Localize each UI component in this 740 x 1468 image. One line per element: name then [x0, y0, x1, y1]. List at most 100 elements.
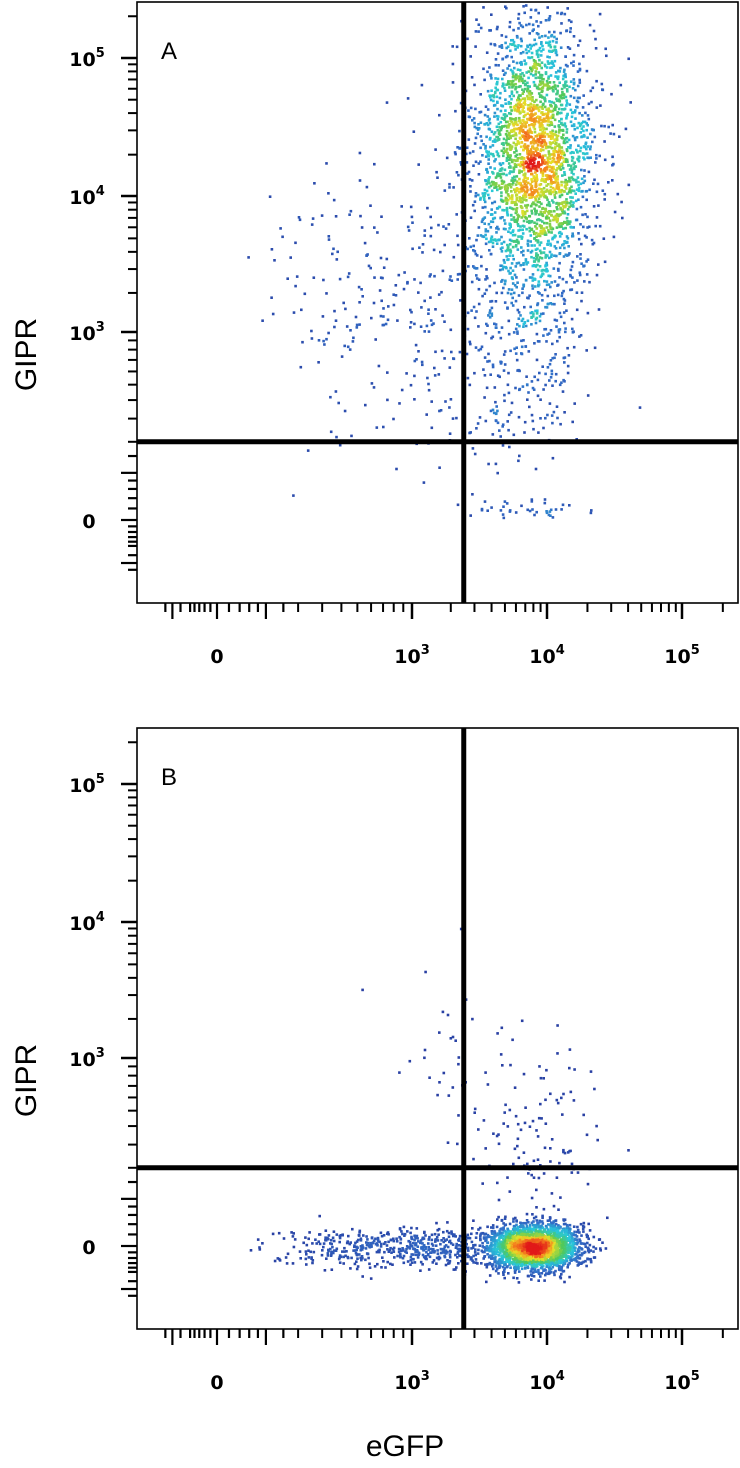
event-dot [514, 327, 518, 331]
event-dot [512, 74, 515, 78]
event-dot [522, 262, 525, 265]
event-dot [484, 192, 487, 195]
event-dot [535, 1219, 539, 1222]
event-dot [538, 243, 542, 247]
event-dot [532, 142, 536, 145]
event-dot [510, 207, 514, 210]
event-dot [515, 180, 519, 183]
event-dot [550, 60, 554, 63]
event-dot [300, 308, 303, 312]
event-dot [514, 78, 517, 81]
event-dot [555, 226, 559, 229]
event-dot [423, 234, 426, 237]
event-dot [338, 443, 342, 447]
event-dot [532, 80, 536, 84]
event-dot [511, 254, 515, 257]
event-dot [479, 146, 482, 150]
event-dot [500, 46, 504, 49]
event-dot [465, 161, 469, 164]
event-dot [565, 160, 568, 163]
event-dot [518, 131, 521, 135]
event-dot [525, 206, 528, 209]
event-dot [496, 374, 500, 377]
event-dot [580, 135, 584, 138]
event-dot [531, 96, 534, 99]
event-dot [489, 145, 492, 149]
event-dot [384, 322, 388, 326]
event-dot [565, 29, 568, 33]
event-dot [541, 220, 544, 223]
event-dot [524, 324, 528, 328]
event-dot [499, 264, 502, 267]
event-dot [531, 23, 535, 27]
event-dot [554, 379, 557, 383]
event-dot [491, 1263, 495, 1266]
event-dot [483, 374, 487, 377]
event-dot [579, 131, 582, 134]
event-dot [505, 202, 508, 205]
event-dot [550, 66, 554, 69]
event-dot [493, 115, 496, 118]
event-dot [515, 196, 519, 200]
event-dot [531, 159, 535, 162]
event-dot [521, 25, 525, 29]
event-dot [491, 365, 495, 369]
event-dot [511, 233, 515, 237]
event-dot [538, 58, 541, 62]
event-dot [337, 401, 340, 405]
event-dot [547, 1223, 550, 1226]
event-dot [503, 399, 506, 403]
event-dot [564, 327, 567, 330]
event-dot [560, 117, 563, 121]
event-dot [539, 251, 543, 255]
event-dot [507, 142, 510, 146]
event-dot [486, 115, 490, 118]
event-dot [549, 134, 553, 138]
event-dot [438, 409, 441, 413]
event-dot [584, 213, 587, 216]
event-dot [417, 291, 420, 294]
event-dot [589, 511, 593, 515]
event-dot [517, 1250, 520, 1253]
event-dot [504, 249, 508, 253]
event-dot [517, 415, 521, 419]
event-dot [555, 219, 558, 222]
event-dot [477, 127, 481, 130]
event-dot [544, 255, 548, 258]
event-dot [533, 100, 536, 103]
event-dot [531, 202, 534, 206]
event-dot [433, 366, 436, 370]
event-dot [448, 406, 451, 409]
event-dot [495, 231, 498, 234]
event-dot [558, 1265, 561, 1268]
event-dot [500, 326, 504, 329]
event-dot [537, 232, 541, 236]
event-dot [542, 138, 546, 142]
event-dot [510, 197, 514, 201]
event-dot [556, 284, 559, 287]
event-dot [548, 224, 552, 228]
event-dot [498, 96, 502, 100]
event-dot [456, 146, 459, 149]
event-dot [468, 151, 472, 155]
event-dot [572, 60, 575, 63]
event-dot [528, 161, 532, 164]
event-dot [534, 182, 538, 186]
event-dot [567, 1233, 570, 1236]
event-dot [292, 311, 296, 314]
event-dot [553, 45, 556, 49]
event-dot [566, 192, 569, 195]
event-dot [549, 45, 553, 49]
event-dot [522, 5, 525, 8]
event-dot [514, 87, 517, 91]
event-dot [526, 188, 529, 192]
event-dot [528, 405, 531, 409]
event-dot [559, 190, 563, 194]
event-dot [503, 118, 506, 121]
event-dot [487, 127, 491, 131]
event-dot [533, 237, 536, 240]
event-dot [554, 1249, 558, 1252]
event-dot [361, 295, 364, 298]
event-dot [505, 141, 508, 145]
event-dot [505, 211, 509, 214]
